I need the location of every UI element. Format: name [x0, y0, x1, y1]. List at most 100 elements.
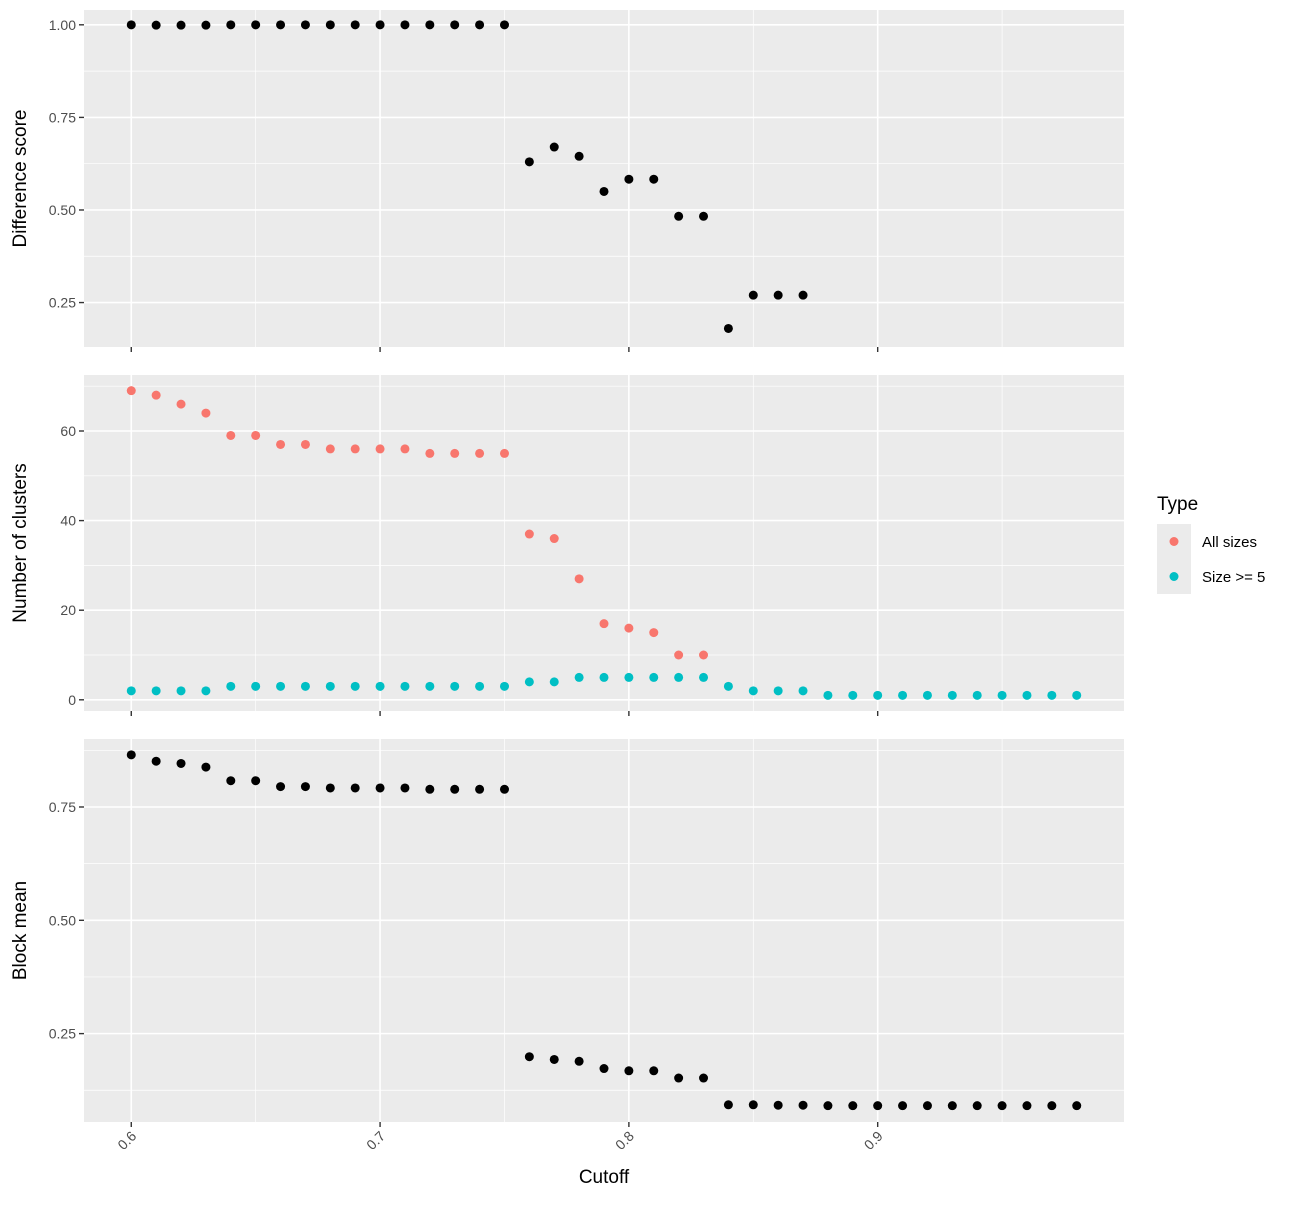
data-point — [898, 1101, 908, 1111]
data-point — [574, 1056, 584, 1066]
data-point — [151, 20, 161, 30]
data-point — [300, 782, 310, 792]
data-point — [350, 20, 360, 30]
series-1 — [126, 386, 709, 660]
data-point — [624, 623, 634, 633]
data-point — [475, 20, 485, 30]
y-tick-label: 20 — [60, 602, 76, 618]
data-point — [873, 690, 883, 700]
x-tick-label: 0.6 — [114, 1128, 139, 1153]
data-point — [226, 20, 236, 30]
data-point — [922, 690, 932, 700]
data-point — [798, 290, 808, 300]
data-point — [126, 686, 136, 696]
data-point — [151, 756, 161, 766]
data-point — [699, 211, 709, 221]
data-point — [723, 681, 733, 691]
series-1 — [126, 750, 1082, 1111]
data-point — [400, 783, 410, 793]
legend-key — [1169, 537, 1179, 546]
data-point — [549, 142, 559, 152]
data-point — [1047, 690, 1057, 700]
data-point — [773, 686, 783, 696]
data-point — [350, 444, 360, 454]
panel-1: 0.25 0.50 0.75 1.00 Difference score — [10, 10, 1124, 352]
data-point — [475, 681, 485, 691]
data-point — [549, 534, 559, 544]
data-point — [599, 186, 609, 196]
data-point — [400, 444, 410, 454]
data-point — [276, 681, 286, 691]
data-point — [748, 686, 758, 696]
data-point — [723, 1100, 733, 1110]
panel-2: 0 20 40 60 Number of clusters — [10, 375, 1124, 716]
data-point — [300, 681, 310, 691]
data-point — [699, 672, 709, 682]
data-point — [823, 690, 833, 700]
y-tick-label: 0.75 — [49, 109, 76, 125]
data-point — [201, 686, 211, 696]
data-point — [251, 430, 261, 440]
data-point — [574, 672, 584, 682]
data-point — [201, 762, 211, 772]
legend-title: Type — [1157, 494, 1198, 515]
y-tick-label: 0 — [68, 692, 76, 708]
data-point — [674, 1073, 684, 1083]
data-point — [649, 174, 659, 184]
data-point — [251, 681, 261, 691]
legend-label: Size >= 5 — [1202, 569, 1265, 586]
data-point — [1072, 690, 1082, 700]
data-point — [350, 783, 360, 793]
data-point — [574, 574, 584, 584]
panel-background — [84, 739, 1124, 1122]
data-point — [499, 448, 509, 458]
series-2 — [126, 672, 1082, 700]
data-point — [325, 681, 335, 691]
legend-label: All sizes — [1202, 534, 1257, 551]
data-point — [201, 20, 211, 30]
y-tick-label: 60 — [60, 423, 76, 439]
panel-3: 0.25 0.50 0.75 Block mean — [10, 739, 1124, 1127]
data-point — [674, 672, 684, 682]
data-point — [325, 783, 335, 793]
data-point — [450, 448, 460, 458]
data-point — [773, 290, 783, 300]
x-tick-label: 0.8 — [612, 1128, 637, 1153]
data-point — [201, 408, 211, 418]
data-point — [748, 290, 758, 300]
data-point — [624, 672, 634, 682]
y-tick-label: 40 — [60, 513, 76, 529]
data-point — [649, 672, 659, 682]
data-point — [1072, 1101, 1082, 1111]
y-tick-label: 0.50 — [49, 912, 76, 928]
data-point — [922, 1101, 932, 1111]
y-axis-label: Difference score — [10, 110, 31, 248]
x-tick-label: 0.7 — [363, 1128, 388, 1153]
data-point — [848, 690, 858, 700]
y-tick-label: 0.25 — [49, 1026, 76, 1042]
data-point — [624, 1066, 634, 1076]
data-point — [475, 784, 485, 794]
data-point — [400, 20, 410, 30]
data-point — [699, 650, 709, 660]
data-point — [375, 444, 385, 454]
data-point — [375, 681, 385, 691]
data-point — [226, 776, 236, 786]
data-point — [499, 784, 509, 794]
data-point — [997, 690, 1007, 700]
data-point — [176, 686, 186, 696]
y-tick-label: 1.00 — [49, 17, 76, 33]
data-point — [898, 690, 908, 700]
series-1 — [126, 20, 808, 333]
data-point — [549, 677, 559, 687]
data-point — [350, 681, 360, 691]
data-point — [499, 20, 509, 30]
data-point — [450, 681, 460, 691]
y-tick-label: 0.25 — [49, 295, 76, 311]
data-point — [300, 439, 310, 449]
data-point — [947, 690, 957, 700]
data-point — [176, 758, 186, 768]
data-point — [499, 681, 509, 691]
data-point — [325, 20, 335, 30]
